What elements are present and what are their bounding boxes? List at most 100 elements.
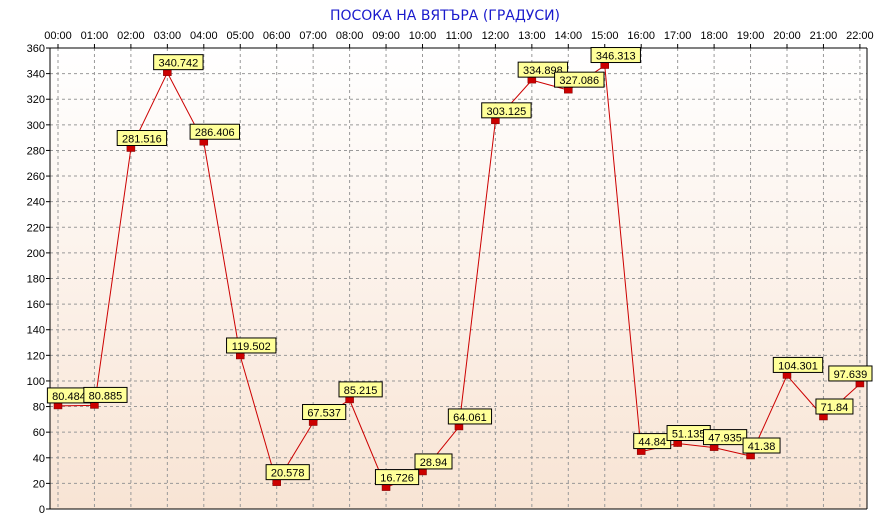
- data-label: 97.639: [834, 369, 868, 381]
- x-axis-ticks: 00:00 01:00 02:00 03:00 04:00 05:00 06:00 07:00…: [44, 30, 874, 48]
- chart-title: ПОСОКА НА ВЯТЪРА (ГРАДУСИ): [330, 8, 560, 24]
- series-line-segment: [93, 148, 132, 406]
- data-marker: [163, 69, 172, 76]
- x-tick-label: 15:00: [591, 30, 619, 42]
- y-tick-label: 160: [27, 299, 45, 311]
- y-tick-label: 0: [39, 504, 45, 516]
- x-tick-label: 05:00: [226, 30, 254, 42]
- series-line-segment: [239, 355, 278, 483]
- y-tick-label: 60: [33, 427, 45, 439]
- data-label-box: [815, 398, 854, 415]
- data-label: 85.215: [344, 385, 378, 397]
- x-tick-label: 19:00: [737, 30, 765, 42]
- x-tick-label: 09:00: [372, 30, 400, 42]
- y-tick-label: 340: [27, 69, 45, 81]
- data-label-box: [447, 408, 493, 425]
- data-label: 119.502: [232, 341, 271, 353]
- data-marker: [709, 444, 719, 451]
- data-label: 41.38: [748, 441, 776, 453]
- data-label-box: [226, 337, 277, 354]
- y-tick-label: 260: [27, 171, 45, 183]
- data-label-box: [703, 429, 748, 446]
- data-label: 28.94: [420, 457, 448, 469]
- x-tick-label: 16:00: [627, 30, 655, 42]
- x-tick-label: 08:00: [336, 30, 364, 42]
- data-label-box: [189, 123, 241, 140]
- y-tick-label: 300: [27, 120, 45, 132]
- data-marker: [673, 440, 682, 447]
- data-label-box: [414, 453, 453, 470]
- data-marker: [90, 402, 99, 409]
- y-tick-label: 40: [33, 453, 45, 465]
- data-label: 303.125: [487, 106, 527, 118]
- data-marker: [454, 423, 464, 431]
- data-marker: [855, 380, 865, 388]
- x-tick-label: 01:00: [81, 30, 109, 42]
- data-label-box: [772, 356, 824, 373]
- series-line-segment: [531, 79, 569, 91]
- x-tick-label: 07:00: [299, 30, 327, 42]
- y-tick-label: 200: [27, 248, 45, 260]
- data-label-box: [338, 381, 383, 398]
- x-tick-label: 03:00: [154, 30, 182, 42]
- x-tick-label: 04:00: [190, 30, 218, 42]
- data-label: 16.726: [380, 473, 414, 485]
- y-tick-label: 140: [27, 325, 45, 337]
- data-marker: [345, 396, 354, 404]
- data-label-box: [481, 102, 532, 119]
- data-label: 281.516: [122, 134, 162, 146]
- series-line-segment: [677, 443, 715, 449]
- x-tick-label: 20:00: [773, 30, 801, 42]
- data-label: 71.84: [821, 402, 849, 414]
- x-tick-label: 13:00: [518, 30, 546, 42]
- x-tick-label: 02:00: [117, 30, 145, 42]
- x-tick-label: 12:00: [482, 30, 510, 42]
- data-label: 51.135: [672, 429, 706, 441]
- data-marker: [236, 352, 245, 360]
- x-tick-label: 22:00: [846, 30, 874, 42]
- x-tick-label: 21:00: [810, 30, 838, 42]
- data-labels: 80.484 80.885 281.516 340.742 286.406 119.502…: [46, 47, 873, 486]
- data-label: 346.313: [596, 51, 636, 63]
- y-tick-label: 280: [27, 145, 45, 157]
- data-label: 20.578: [271, 468, 305, 480]
- data-marker: [636, 448, 646, 455]
- data-label-box: [828, 365, 873, 382]
- data-marker: [564, 86, 573, 94]
- data-marker: [308, 419, 318, 426]
- data-label: 80.885: [89, 390, 123, 402]
- series-line-segment: [203, 142, 241, 357]
- data-marker: [126, 145, 136, 152]
- data-label-box: [554, 71, 605, 88]
- y-tick-label: 180: [27, 274, 45, 286]
- series-line-segment: [713, 447, 751, 457]
- series-line-segment: [57, 404, 95, 407]
- x-tick-label: 14:00: [555, 30, 583, 42]
- data-label: 334.898: [523, 65, 563, 77]
- data-marker: [819, 413, 828, 421]
- data-marker: [418, 468, 427, 476]
- data-label: 340.742: [158, 58, 198, 70]
- data-marker: [272, 479, 281, 486]
- data-label: 44.84: [638, 437, 666, 449]
- data-marker: [491, 117, 500, 125]
- x-tick-label: 17:00: [664, 30, 692, 42]
- y-tick-label: 240: [27, 197, 45, 209]
- x-tick-label: 11:00: [446, 30, 473, 42]
- data-label: 327.086: [559, 75, 599, 87]
- data-label: 47.935: [708, 433, 742, 445]
- data-label-box: [633, 433, 672, 450]
- data-label-box: [153, 54, 204, 71]
- data-label-box: [742, 437, 781, 454]
- data-label-box: [302, 404, 347, 421]
- y-tick-label: 220: [27, 222, 45, 234]
- series-line-segment: [458, 120, 496, 428]
- y-axis-ticks: 0 20 40 60 80 100 120 140 160 180 200 220 240 260 280 3…: [27, 43, 50, 516]
- x-tick-label: 18:00: [700, 30, 728, 42]
- data-label: 80.484: [52, 391, 86, 403]
- x-tick-label: 00:00: [44, 30, 72, 42]
- data-label: 104.301: [778, 360, 818, 372]
- y-tick-label: 320: [27, 94, 45, 106]
- y-tick-label: 100: [27, 376, 45, 388]
- data-label: 64.061: [453, 412, 487, 424]
